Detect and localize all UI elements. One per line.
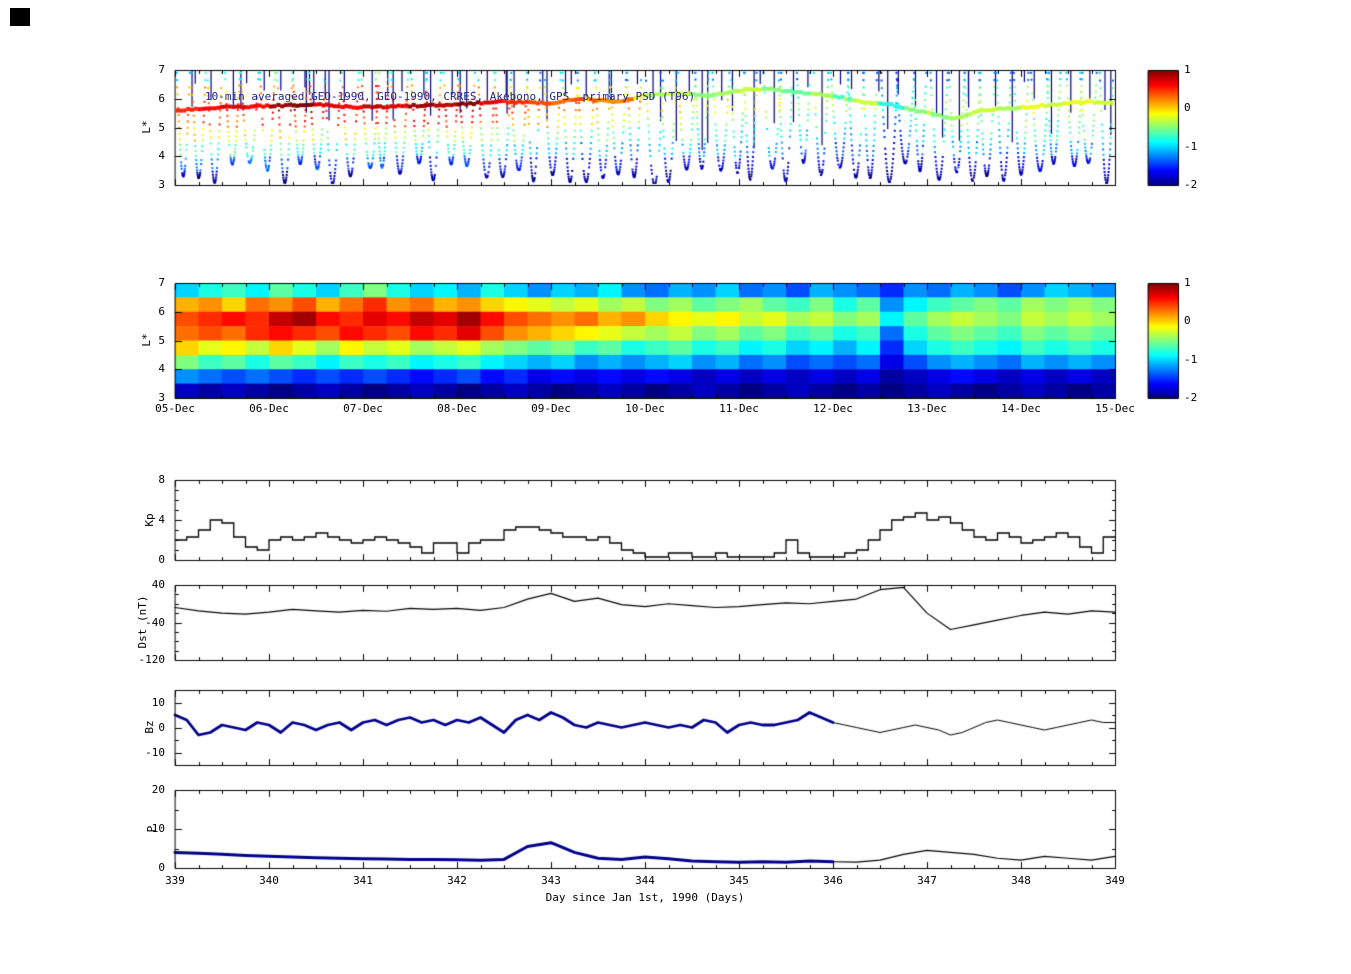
tick-label: 12-Dec — [813, 402, 853, 415]
tick-label: 5 — [158, 120, 165, 134]
tick-label: 1 — [1184, 276, 1191, 289]
tick-label: 340 — [259, 874, 279, 887]
tick-label: 13-Dec — [907, 402, 947, 415]
tick-label: 08-Dec — [437, 402, 477, 415]
corner-artifact — [10, 8, 30, 26]
tick-label: 6 — [158, 304, 165, 318]
tick-label: 06-Dec — [249, 402, 289, 415]
tick-label: 0 — [1184, 101, 1191, 115]
tick-label: 348 — [1011, 874, 1031, 887]
tick-label: -1 — [1184, 139, 1198, 153]
tick-label: 3 — [158, 178, 165, 191]
tick-label: 344 — [635, 874, 655, 887]
tick-label: 0 — [158, 861, 165, 874]
tick-label: 347 — [917, 874, 937, 887]
tick-label: 10-Dec — [625, 402, 665, 415]
tick-label: -40 — [145, 615, 165, 629]
tick-label: 341 — [353, 874, 373, 887]
tick-label: 15-Dec — [1095, 402, 1135, 415]
tick-label: 1 — [1184, 63, 1191, 76]
tick-label: 4 — [158, 362, 165, 376]
tick-label: 8 — [158, 473, 165, 486]
tick-label: 40 — [151, 578, 165, 591]
tick-label: 343 — [541, 874, 561, 887]
tick-label: 339 — [165, 874, 185, 887]
tick-label: 4 — [158, 149, 165, 163]
tick-label: 05-Dec — [155, 402, 195, 415]
tick-label: 6 — [158, 91, 165, 105]
tick-label: 10 — [151, 695, 165, 709]
tick-label: -10 — [145, 745, 165, 759]
tick-label: 349 — [1105, 874, 1125, 887]
tick-label: 7 — [158, 63, 165, 76]
tick-label: 20 — [151, 783, 165, 796]
tick-label: 7 — [158, 276, 165, 289]
tick-label: 0 — [158, 553, 165, 566]
tick-label: -120 — [138, 653, 166, 666]
tick-label: 14-Dec — [1001, 402, 1041, 415]
tick-label: -2 — [1184, 178, 1198, 191]
x-axis-label: Day since Jan 1st, 1990 (Days) — [545, 891, 745, 904]
tick-label: 10 — [151, 822, 165, 835]
tick-label: 11-Dec — [719, 402, 759, 415]
tick-label: -1 — [1184, 352, 1198, 366]
tick-label: 5 — [158, 333, 165, 347]
tick-label: 0 — [1184, 314, 1191, 328]
tick-label: 07-Dec — [343, 402, 383, 415]
tick-label: 09-Dec — [531, 402, 571, 415]
tick-label: 345 — [729, 874, 749, 887]
tick-label: 3 — [158, 391, 165, 404]
panel-title: 10-min averaged GEO-1990, GEO-1990, CRRE… — [205, 90, 696, 103]
tick-label: 346 — [823, 874, 843, 887]
tick-label: -2 — [1184, 391, 1198, 404]
tick-label: 4 — [158, 513, 165, 526]
tick-label: 342 — [447, 874, 467, 887]
tick-label: 0 — [158, 720, 165, 734]
